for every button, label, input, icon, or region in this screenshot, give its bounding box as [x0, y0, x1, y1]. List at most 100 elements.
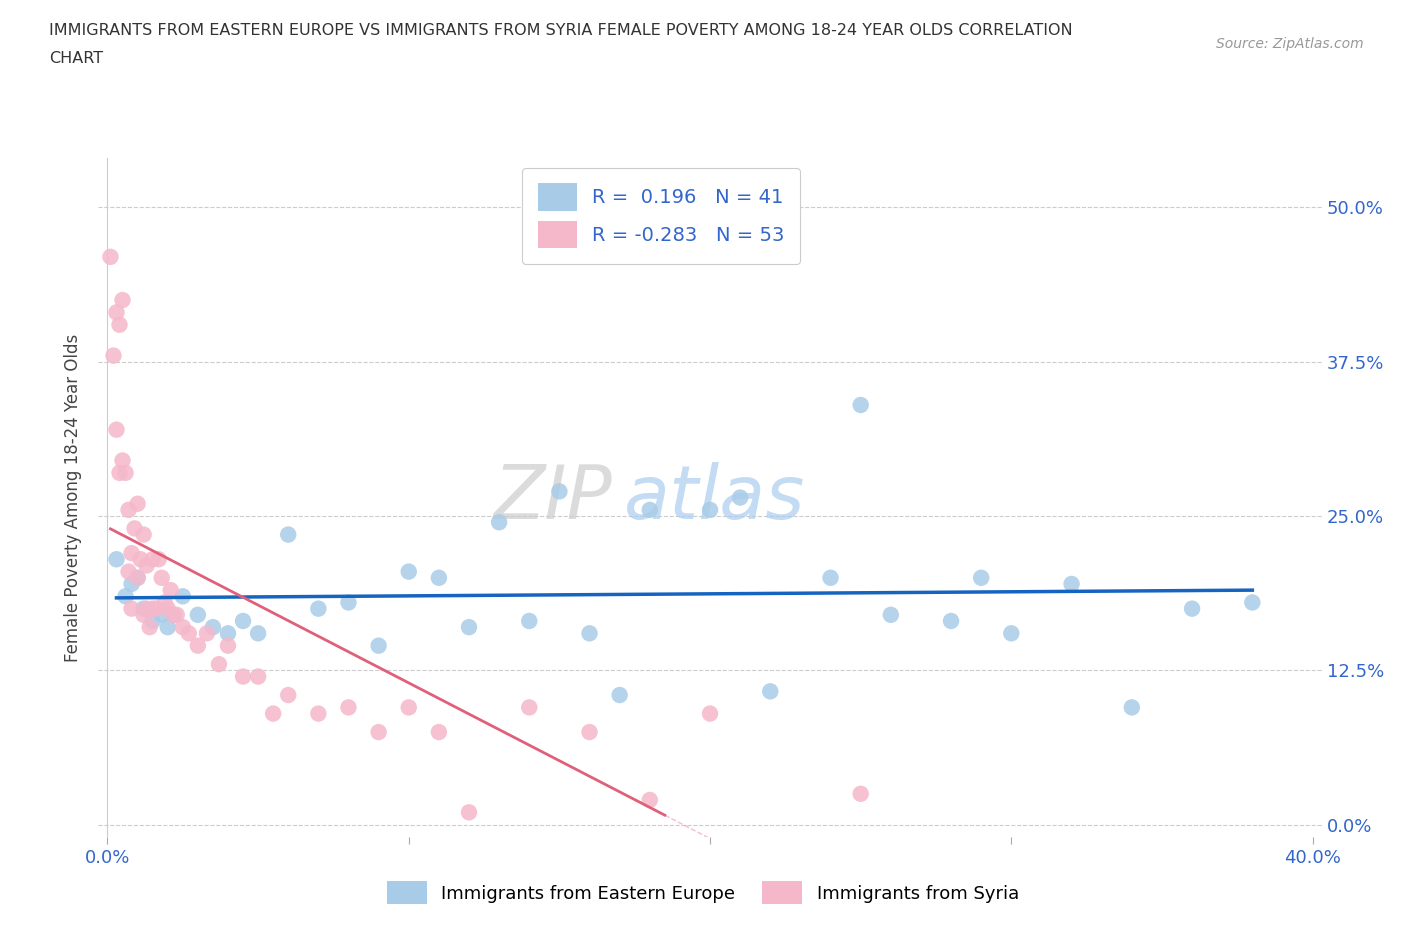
Point	[111, 293, 134, 308]
Point	[578, 626, 600, 641]
Point	[208, 657, 231, 671]
Point	[458, 619, 481, 634]
Text: IMMIGRANTS FROM EASTERN EUROPE VS IMMIGRANTS FROM SYRIA FEMALE POVERTY AMONG 18-: IMMIGRANTS FROM EASTERN EUROPE VS IMMIGR…	[49, 23, 1073, 38]
Point	[1121, 700, 1143, 715]
Point	[163, 607, 186, 622]
Point	[121, 601, 143, 616]
Text: ZIP: ZIP	[494, 461, 612, 534]
Point	[108, 465, 131, 480]
Point	[517, 700, 540, 715]
Point	[121, 577, 143, 591]
Point	[172, 589, 194, 604]
Point	[247, 626, 270, 641]
Point	[728, 490, 751, 505]
Point	[135, 558, 157, 573]
Point	[548, 484, 571, 498]
Point	[609, 687, 631, 702]
Point	[156, 619, 179, 634]
Point	[277, 687, 299, 702]
Legend: R =  0.196   N = 41, R = -0.283   N = 53: R = 0.196 N = 41, R = -0.283 N = 53	[522, 167, 800, 264]
Point	[367, 724, 389, 739]
Point	[427, 570, 450, 585]
Point	[307, 601, 329, 616]
Text: Source: ZipAtlas.com: Source: ZipAtlas.com	[1216, 37, 1364, 51]
Point	[114, 465, 136, 480]
Point	[108, 317, 131, 332]
Text: atlas: atlas	[624, 461, 806, 534]
Point	[307, 706, 329, 721]
Point	[277, 527, 299, 542]
Point	[427, 724, 450, 739]
Point	[163, 607, 186, 622]
Point	[1000, 626, 1022, 641]
Point	[488, 515, 510, 530]
Point	[124, 521, 146, 536]
Point	[939, 614, 962, 629]
Point	[114, 589, 136, 604]
Point	[103, 348, 125, 363]
Point	[232, 614, 254, 629]
Point	[138, 619, 160, 634]
Point	[132, 527, 155, 542]
Y-axis label: Female Poverty Among 18-24 Year Olds: Female Poverty Among 18-24 Year Olds	[65, 334, 83, 661]
Point	[337, 700, 360, 715]
Point	[578, 724, 600, 739]
Legend: Immigrants from Eastern Europe, Immigrants from Syria: Immigrants from Eastern Europe, Immigran…	[380, 874, 1026, 911]
Point	[232, 669, 254, 684]
Point	[195, 626, 218, 641]
Point	[148, 551, 170, 566]
Point	[105, 305, 128, 320]
Point	[247, 669, 270, 684]
Point	[367, 638, 389, 653]
Point	[970, 570, 993, 585]
Point	[172, 619, 194, 634]
Point	[517, 614, 540, 629]
Point	[1241, 595, 1264, 610]
Point	[337, 595, 360, 610]
Point	[150, 570, 173, 585]
Point	[159, 583, 181, 598]
Point	[217, 626, 239, 641]
Point	[849, 787, 872, 802]
Point	[121, 546, 143, 561]
Point	[145, 601, 167, 616]
Point	[458, 804, 481, 819]
Point	[142, 601, 165, 616]
Point	[398, 565, 420, 579]
Point	[187, 607, 209, 622]
Point	[142, 551, 165, 566]
Point	[398, 700, 420, 715]
Point	[638, 792, 661, 807]
Point	[132, 607, 155, 622]
Point	[820, 570, 842, 585]
Point	[638, 502, 661, 517]
Point	[262, 706, 284, 721]
Point	[117, 565, 139, 579]
Point	[129, 551, 152, 566]
Point	[132, 601, 155, 616]
Point	[699, 502, 721, 517]
Point	[150, 607, 173, 622]
Point	[127, 570, 149, 585]
Point	[105, 551, 128, 566]
Point	[105, 422, 128, 437]
Point	[127, 570, 149, 585]
Point	[166, 607, 188, 622]
Point	[759, 684, 782, 698]
Point	[201, 619, 224, 634]
Point	[156, 601, 179, 616]
Point	[153, 595, 176, 610]
Point	[135, 601, 157, 616]
Text: CHART: CHART	[49, 51, 103, 66]
Point	[100, 249, 122, 264]
Point	[217, 638, 239, 653]
Point	[111, 453, 134, 468]
Point	[127, 497, 149, 512]
Point	[177, 626, 200, 641]
Point	[1181, 601, 1204, 616]
Point	[880, 607, 903, 622]
Point	[1060, 577, 1083, 591]
Point	[849, 397, 872, 412]
Point	[699, 706, 721, 721]
Point	[187, 638, 209, 653]
